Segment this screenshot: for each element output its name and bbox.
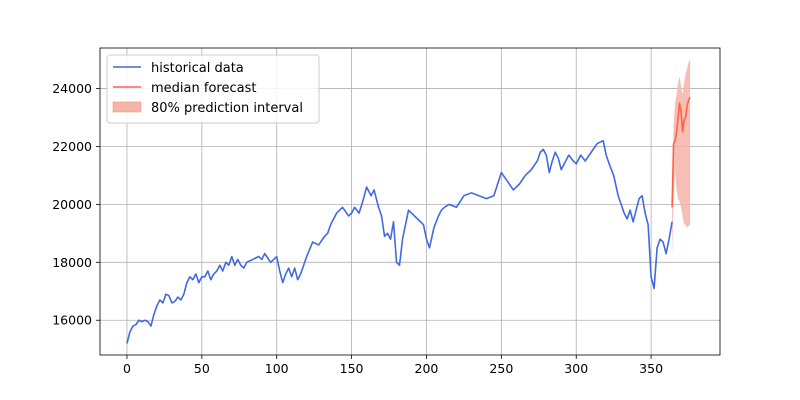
y-tick-label: 24000 xyxy=(52,81,92,96)
axis-ticks: 0 50 100 150 200 250 300 350 16000 18000 20000 2200… xyxy=(52,81,663,376)
x-tick-label: 300 xyxy=(564,361,588,376)
legend-historical-label: historical data xyxy=(151,61,244,76)
x-tick-label: 100 xyxy=(265,361,289,376)
grid xyxy=(100,48,720,355)
x-tick-label: 350 xyxy=(639,361,663,376)
x-tick-label: 200 xyxy=(415,361,439,376)
plot-frame xyxy=(99,47,721,356)
y-tick-label: 18000 xyxy=(52,255,92,270)
legend: historical data median forecast 80% pred… xyxy=(106,54,320,124)
prediction-interval-band xyxy=(672,59,691,257)
y-tick-label: 20000 xyxy=(52,197,92,212)
x-tick-label: 50 xyxy=(194,361,210,376)
series-lines xyxy=(126,96,691,344)
median-forecast-line xyxy=(671,96,691,208)
legend-interval-label: 80% prediction interval xyxy=(151,101,303,116)
legend-interval-swatch xyxy=(112,101,142,113)
x-tick-label: 150 xyxy=(340,361,364,376)
legend-box xyxy=(106,54,320,124)
y-tick-label: 22000 xyxy=(52,139,92,154)
interval-band xyxy=(672,59,691,257)
legend-forecast-label: median forecast xyxy=(151,81,256,96)
y-tick-label: 16000 xyxy=(52,313,92,328)
x-tick-label: 0 xyxy=(123,361,131,376)
historical-data-line xyxy=(126,139,673,344)
x-tick-label: 250 xyxy=(489,361,513,376)
